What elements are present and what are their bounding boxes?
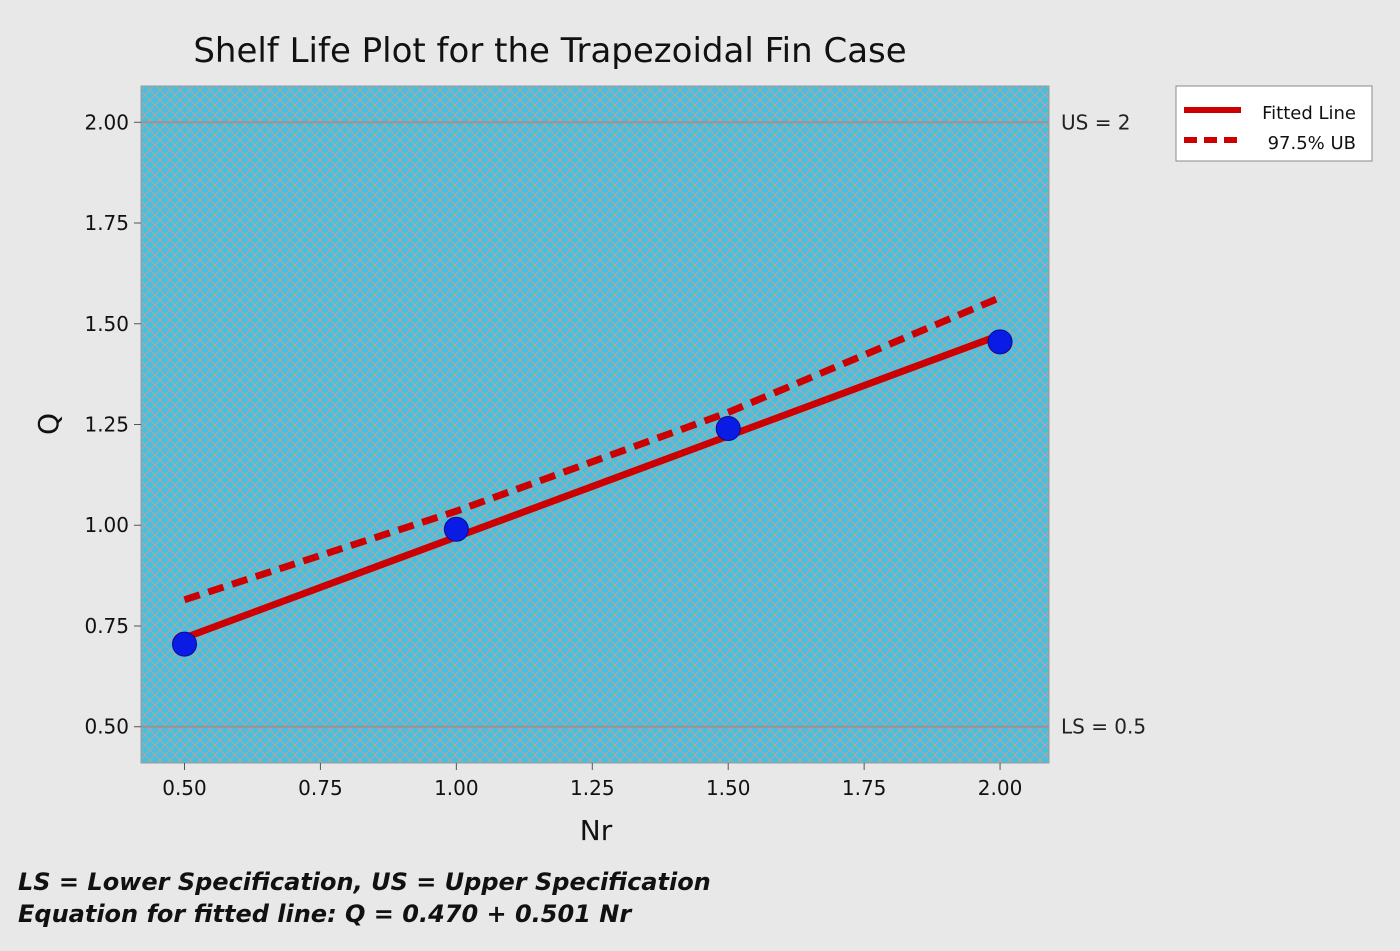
data-point xyxy=(715,416,741,442)
legend: Fitted Line 97.5% UB xyxy=(1175,85,1373,162)
legend-ub-label: 97.5% UB xyxy=(1268,133,1356,154)
y-tick-label: 1.25 xyxy=(84,413,129,437)
x-tick-label: 0.50 xyxy=(162,776,207,800)
x-tick-label: 1.25 xyxy=(570,776,615,800)
data-point xyxy=(987,329,1013,355)
x-tick-label: 2.00 xyxy=(978,776,1023,800)
series-layer xyxy=(171,294,1013,657)
y-tick-label: 1.75 xyxy=(84,211,129,235)
footnote-specification: LS = Lower Specification, US = Upper Spe… xyxy=(18,868,711,896)
plot-area xyxy=(140,85,1050,764)
y-tick-label: 0.75 xyxy=(84,614,129,638)
y-axis-label: Q xyxy=(32,413,65,435)
reference-lines: US = 2 LS = 0.5 xyxy=(141,110,1146,739)
x-tick-label: 1.00 xyxy=(434,776,479,800)
x-axis-label: Nr xyxy=(580,814,613,847)
data-point xyxy=(443,516,469,542)
fitted-line xyxy=(183,331,1002,642)
x-tick-label: 1.50 xyxy=(706,776,751,800)
y-tick-label: 1.00 xyxy=(84,513,129,537)
reference-label: LS = 0.5 xyxy=(1061,715,1146,739)
x-tick-label: 0.75 xyxy=(298,776,343,800)
chart-title: Shelf Life Plot for the Trapezoidal Fin … xyxy=(193,31,906,71)
data-point xyxy=(171,631,197,657)
y-tick-label: 0.50 xyxy=(84,715,129,739)
reference-label: US = 2 xyxy=(1061,110,1131,134)
y-tick-label: 1.50 xyxy=(84,312,129,336)
x-tick-label: 1.75 xyxy=(842,776,887,800)
legend-box xyxy=(1175,85,1373,162)
footnote-equation: Equation for fitted line: Q = 0.470 + 0.… xyxy=(18,900,632,928)
y-axis: 0.50 0.75 1.00 1.25 1.50 1.75 2.00 xyxy=(84,110,141,739)
x-axis: 0.50 0.75 1.00 1.25 1.50 1.75 2.00 xyxy=(162,763,1022,800)
y-tick-label: 2.00 xyxy=(84,110,129,134)
legend-fitted-line-label: Fitted Line xyxy=(1262,103,1356,124)
upper-bound-line xyxy=(183,294,1002,604)
